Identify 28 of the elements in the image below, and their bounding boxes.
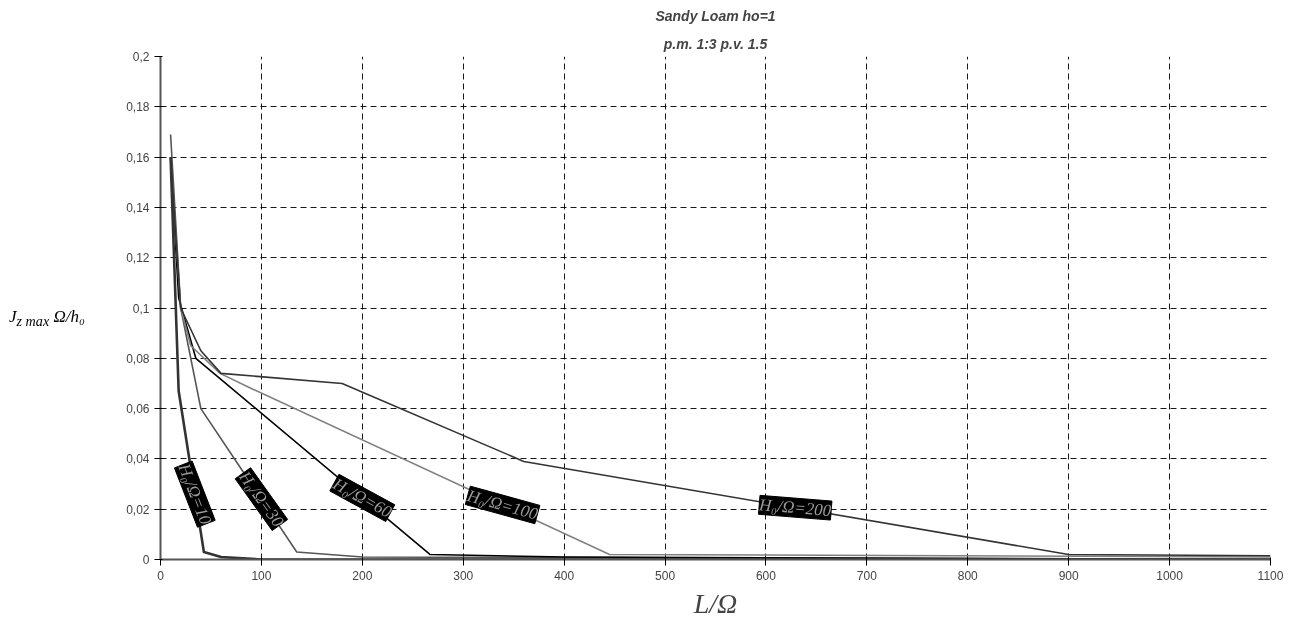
y-tick-label: 0,02 [126,502,150,517]
y-tick-label: 0,06 [126,402,150,417]
y-tick-label: 0,16 [126,150,150,165]
x-tick-label: 600 [755,568,777,583]
y-tick-label: 0,1 [132,301,150,316]
x-tick-label: 400 [554,568,575,583]
x-axis-title: L/Ω [692,587,738,619]
y-tick-label: 0,08 [126,351,150,366]
annotation: H₀/Ω=200 [757,495,833,521]
x-tick-label: 1100 [1257,568,1284,583]
x-tick-label: 100 [251,568,272,583]
y-tick-label: 0,04 [126,452,150,467]
y-tick-label: 0,18 [126,100,150,115]
x-tick-label: 500 [655,568,676,583]
x-tick-label: 300 [453,568,474,583]
y-tick-label: 0 [142,553,150,567]
chart-title: Sandy Loam ho=1 [655,7,776,24]
y-axis-title: J$_{z max}$ Ω/h₀ [9,306,85,332]
x-tick-label: 900 [1058,568,1080,583]
y-tick-label: 0,14 [126,200,150,215]
x-tick-label: 200 [352,568,373,583]
y-tick-label: 0,2 [132,50,150,64]
x-tick-label: 1000 [1156,568,1184,583]
y-tick-label: 0,12 [126,251,150,266]
chart-subtitle: p.m. 1:3 p.v. 1.5 [662,35,768,52]
x-tick-label: 800 [957,568,979,583]
x-tick-label: 0 [157,568,165,583]
x-tick-label: 700 [856,568,878,583]
